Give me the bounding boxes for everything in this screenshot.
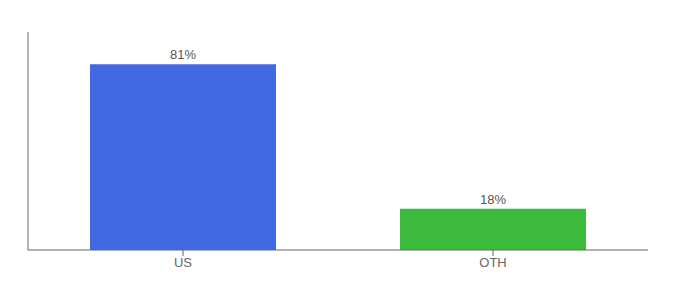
svg-text:81%: 81% bbox=[170, 47, 196, 62]
svg-text:OTH: OTH bbox=[479, 255, 506, 270]
svg-text:18%: 18% bbox=[480, 192, 506, 207]
svg-text:US: US bbox=[174, 255, 192, 270]
